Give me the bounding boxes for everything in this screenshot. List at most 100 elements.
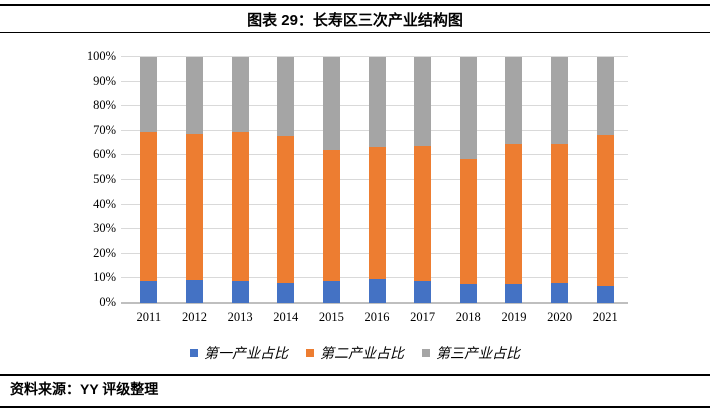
bar-segment bbox=[140, 57, 158, 133]
y-tick-label: 50% bbox=[93, 172, 116, 186]
bar-segment bbox=[551, 282, 569, 303]
bar-segment bbox=[185, 280, 203, 303]
legend-item: 第三产业占比 bbox=[422, 343, 520, 363]
bar-segment bbox=[596, 57, 614, 135]
legend-label: 第二产业占比 bbox=[320, 347, 404, 362]
bar-slot-2011 bbox=[126, 57, 172, 303]
gridline bbox=[121, 56, 628, 57]
x-tick-label: 2012 bbox=[181, 310, 207, 324]
bar-2012 bbox=[185, 57, 203, 303]
bar-segment bbox=[551, 57, 569, 144]
y-axis: 0% 10% 20% 30% 40% 50% 60% 70% 80% 90% 100% bbox=[0, 49, 120, 309]
bar-slot-2012 bbox=[172, 57, 218, 303]
bar-segment bbox=[459, 284, 477, 303]
chart-legend: 第一产业占比 第二产业占比 第三产业占比 bbox=[0, 343, 710, 363]
bar-segment bbox=[505, 143, 523, 285]
bar-segment bbox=[596, 285, 614, 303]
bar-segment bbox=[414, 57, 432, 146]
bar-2019 bbox=[505, 57, 523, 303]
bar-2021 bbox=[596, 57, 614, 303]
legend-item: 第二产业占比 bbox=[306, 343, 404, 363]
bar-segment bbox=[322, 57, 340, 150]
legend-swatch-icon bbox=[422, 349, 430, 357]
bar-slot-2015 bbox=[309, 57, 355, 303]
bar-segment bbox=[140, 281, 158, 303]
bar-2014 bbox=[277, 57, 295, 303]
legend-swatch-icon bbox=[306, 349, 314, 357]
y-tick-label: 60% bbox=[93, 147, 116, 162]
bar-2018 bbox=[459, 57, 477, 303]
top-rule bbox=[0, 4, 710, 6]
bar-slot-2013 bbox=[217, 57, 263, 303]
y-tick-label: 30% bbox=[93, 221, 116, 236]
bar-segment bbox=[277, 282, 295, 303]
x-tick-label: 2020 bbox=[547, 310, 573, 324]
bar-slot-2019 bbox=[491, 57, 537, 303]
x-tick-label: 2015 bbox=[318, 310, 344, 324]
bottom-rule bbox=[0, 406, 710, 408]
y-tick-label: 100% bbox=[86, 49, 116, 63]
bar-segment bbox=[459, 57, 477, 159]
stacked-bar-chart: 0% 10% 20% 30% 40% 50% 60% 70% 80% 90% 100% 2011 20… bbox=[0, 40, 710, 370]
y-tick-label: 10% bbox=[93, 270, 116, 285]
bar-slot-2021 bbox=[582, 57, 628, 303]
bar-segment bbox=[459, 158, 477, 285]
bar-segment bbox=[231, 131, 249, 281]
plot-area bbox=[121, 56, 628, 304]
bar-segment bbox=[505, 284, 523, 303]
bar-segment bbox=[505, 57, 523, 144]
x-axis: 2011 2012 2013 2014 2015 2016 2017 2018 2019 2020… bbox=[126, 310, 628, 325]
bar-segment bbox=[140, 132, 158, 282]
legend-label: 第三产业占比 bbox=[436, 347, 520, 362]
y-tick-label: 70% bbox=[93, 122, 116, 137]
bar-segment bbox=[368, 279, 386, 303]
x-axis-line bbox=[121, 302, 628, 304]
y-tick-label: 0% bbox=[99, 295, 116, 309]
x-tick-label: 2018 bbox=[455, 310, 481, 324]
y-tick-label: 90% bbox=[93, 73, 116, 88]
bar-segment bbox=[277, 135, 295, 283]
bar-slot-2016 bbox=[354, 57, 400, 303]
bar-segment bbox=[414, 145, 432, 282]
x-tick-label: 2011 bbox=[136, 310, 162, 324]
bar-2017 bbox=[414, 57, 432, 303]
bar-2020 bbox=[551, 57, 569, 303]
bar-2013 bbox=[231, 57, 249, 303]
x-tick-label: 2013 bbox=[227, 310, 253, 324]
bar-segment bbox=[551, 143, 569, 283]
x-tick-label: 2014 bbox=[273, 310, 299, 324]
bar-segment bbox=[414, 281, 432, 303]
legend-swatch-icon bbox=[190, 349, 198, 357]
bar-slot-2020 bbox=[537, 57, 583, 303]
bar-segment bbox=[322, 281, 340, 303]
source-top-rule bbox=[0, 374, 710, 376]
x-tick-label: 2016 bbox=[364, 310, 390, 324]
source-text: 资料来源：YY 评级整理 bbox=[10, 381, 159, 397]
title-underline-rule bbox=[0, 32, 710, 33]
bar-2016 bbox=[368, 57, 386, 303]
bar-segment bbox=[185, 133, 203, 281]
bar-slot-2017 bbox=[400, 57, 446, 303]
bar-segment bbox=[277, 57, 295, 136]
figure-title: 图表 29：长寿区三次产业结构图 bbox=[247, 12, 463, 29]
bar-segment bbox=[368, 57, 386, 148]
bar-segment bbox=[231, 57, 249, 132]
bar-slot-2014 bbox=[263, 57, 309, 303]
x-tick-label: 2017 bbox=[410, 310, 436, 324]
legend-label: 第一产业占比 bbox=[204, 347, 288, 362]
legend-item: 第一产业占比 bbox=[190, 343, 288, 363]
bar-segment bbox=[185, 57, 203, 134]
bars-container bbox=[126, 57, 628, 303]
bar-2015 bbox=[322, 57, 340, 303]
y-tick-label: 40% bbox=[93, 196, 116, 211]
bar-slot-2018 bbox=[445, 57, 491, 303]
x-tick-label: 2019 bbox=[501, 310, 527, 324]
bar-segment bbox=[231, 280, 249, 303]
y-tick-label: 20% bbox=[93, 245, 116, 260]
bar-segment bbox=[596, 134, 614, 286]
bar-segment bbox=[322, 149, 340, 282]
x-tick-label: 2021 bbox=[592, 310, 618, 324]
y-tick-label: 80% bbox=[93, 98, 116, 113]
bar-segment bbox=[368, 147, 386, 280]
